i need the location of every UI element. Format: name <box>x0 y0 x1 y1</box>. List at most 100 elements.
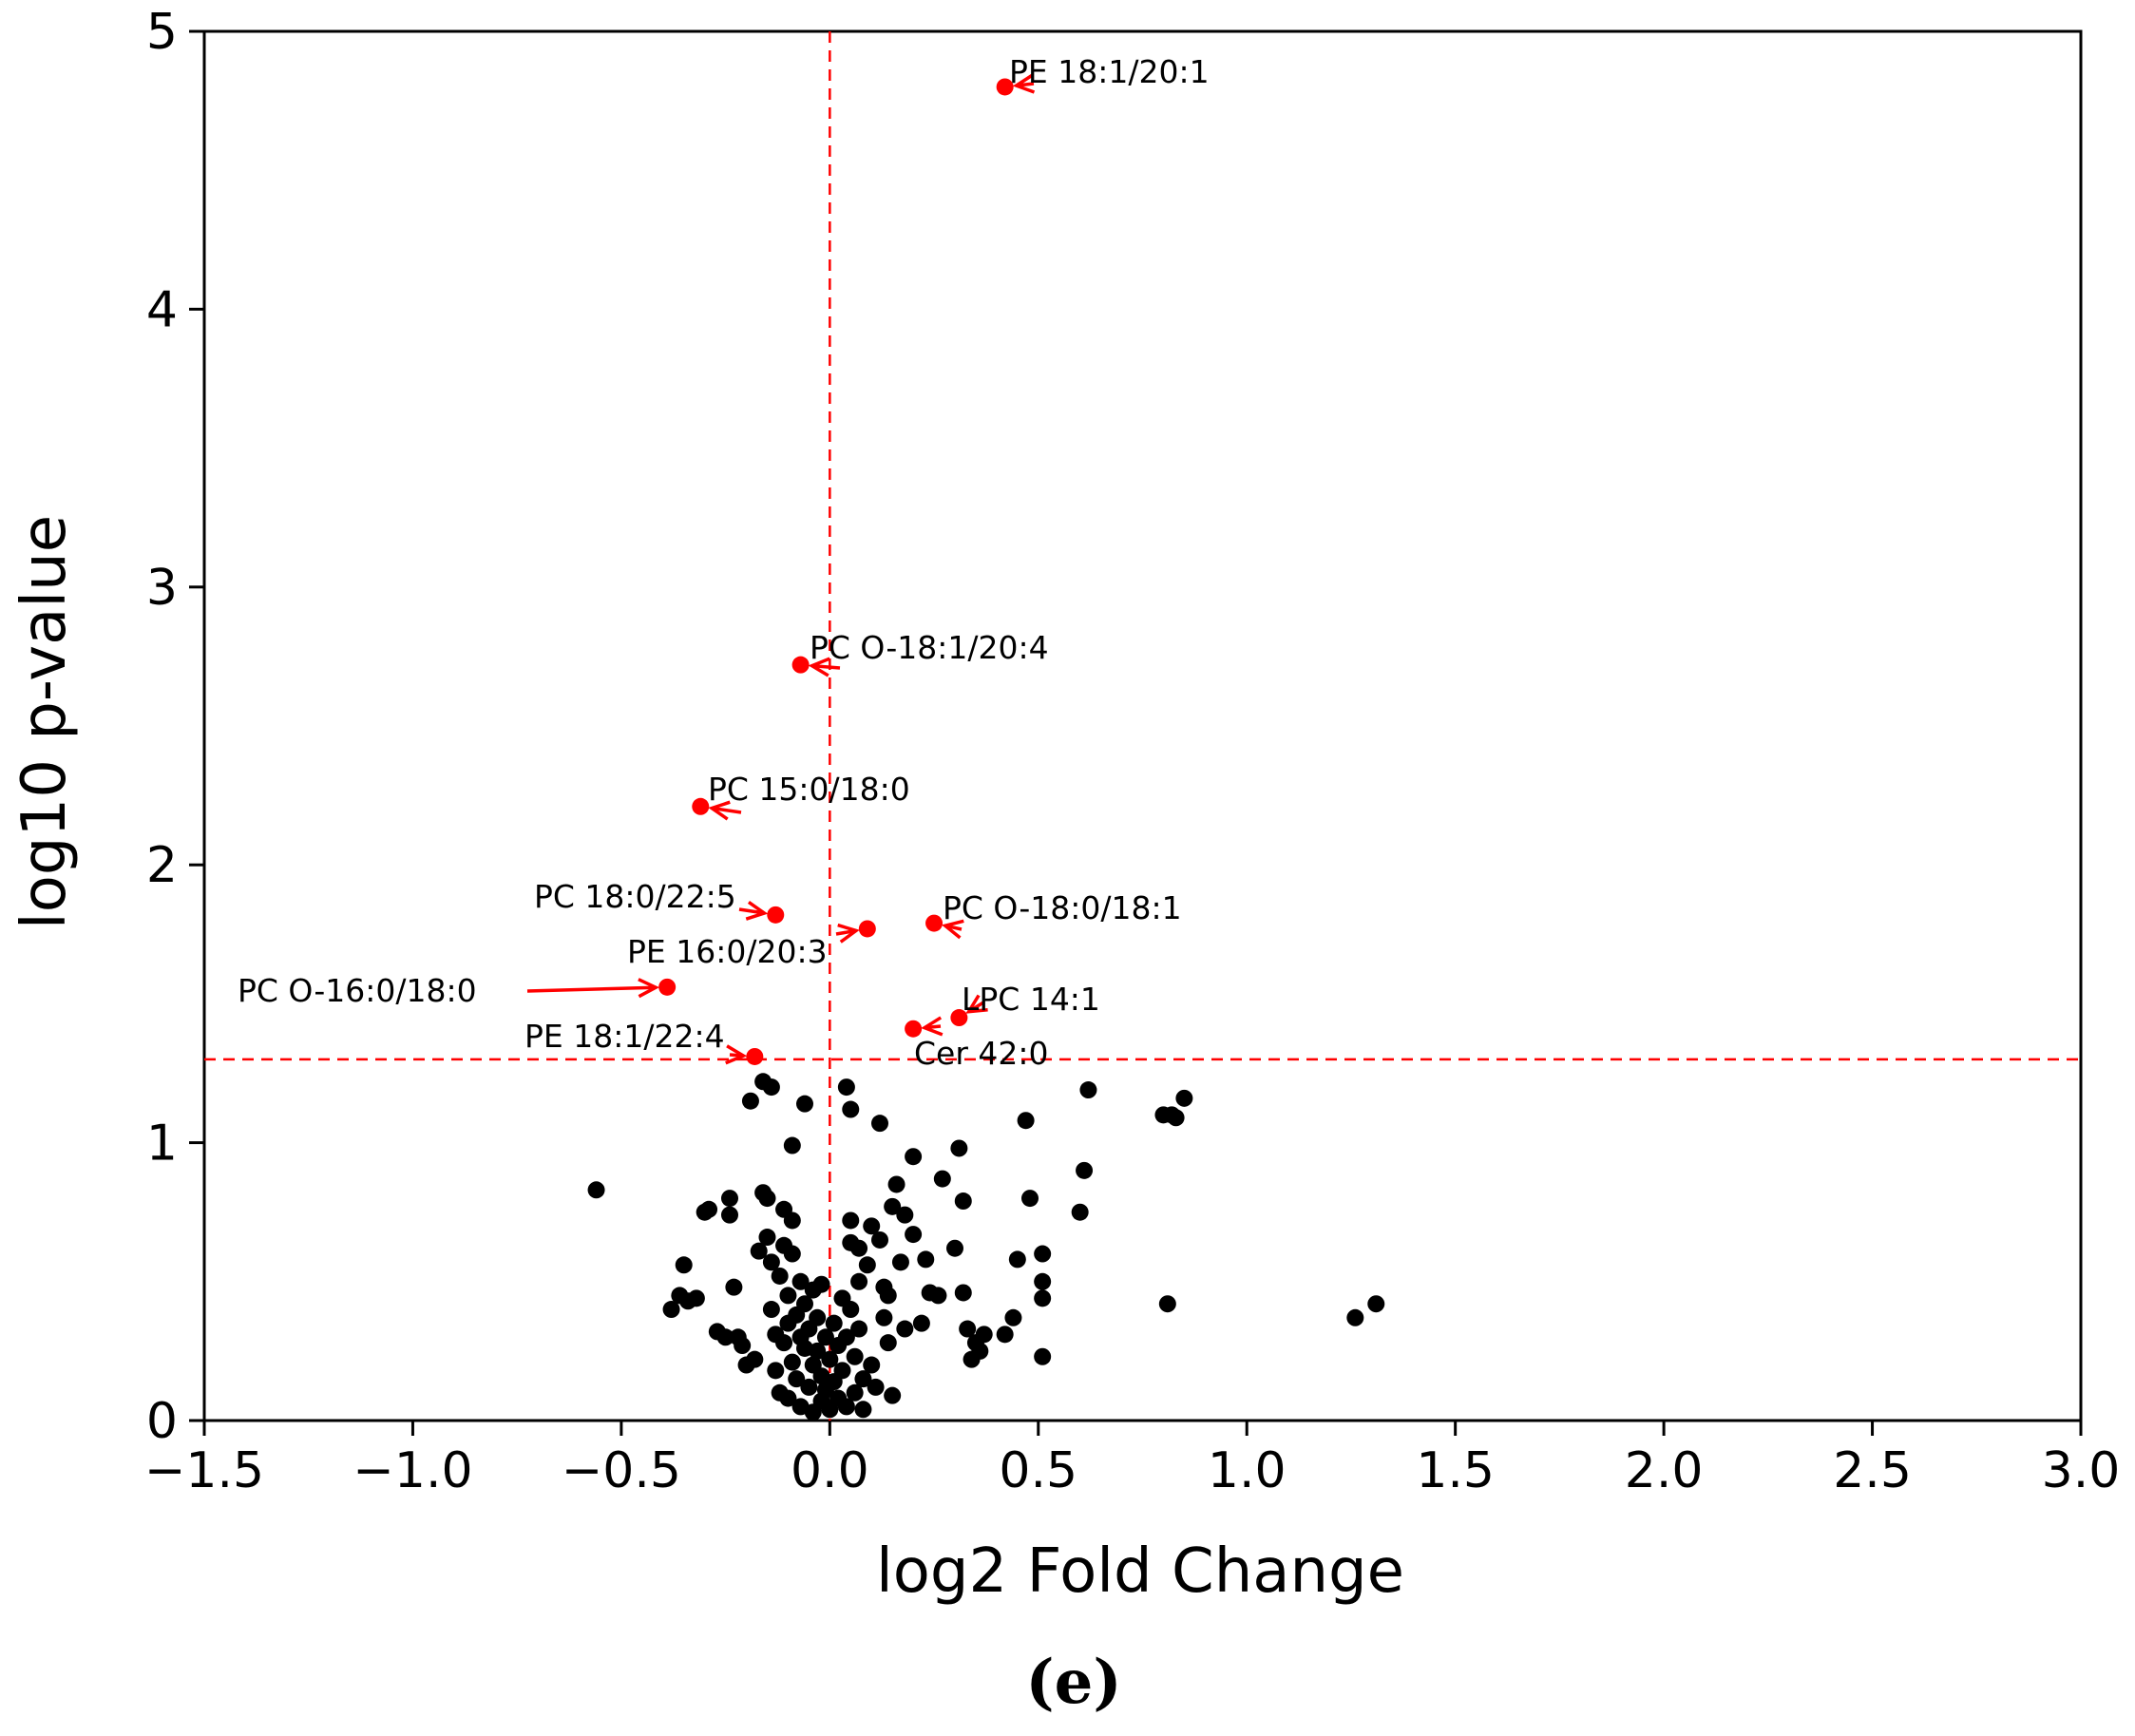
data-point <box>716 1328 734 1346</box>
data-point <box>842 1301 860 1319</box>
significant-point <box>996 78 1014 96</box>
y-tick-label: 2 <box>146 837 178 894</box>
significant-point <box>692 797 710 815</box>
data-point <box>954 1284 972 1302</box>
data-point <box>809 1342 827 1360</box>
x-tick-label: 0.5 <box>999 1442 1077 1499</box>
panel-label: (e) <box>1025 1647 1121 1718</box>
data-point <box>1167 1109 1185 1127</box>
annotation-label: PC 15:0/18:0 <box>708 771 910 808</box>
x-tick-label: 0.0 <box>791 1442 869 1499</box>
data-point <box>833 1362 851 1380</box>
annotation-arrow <box>811 663 841 670</box>
annotation-label: PC O-18:1/20:4 <box>810 629 1049 666</box>
significant-point <box>905 1020 923 1038</box>
annotation-label: Cer 42:0 <box>914 1035 1049 1072</box>
y-tick-label: 5 <box>146 4 178 61</box>
data-point <box>858 1256 876 1274</box>
data-point <box>1175 1089 1193 1107</box>
data-point <box>1076 1161 1094 1179</box>
data-point <box>796 1295 813 1313</box>
data-point <box>762 1301 780 1319</box>
data-point <box>734 1337 752 1355</box>
data-point <box>762 1078 780 1097</box>
data-point <box>1367 1295 1385 1313</box>
annotation-label: PC O-18:0/18:1 <box>943 889 1182 926</box>
data-point <box>746 1350 764 1368</box>
data-point <box>850 1320 868 1338</box>
annotation-arrow <box>738 907 765 915</box>
data-point <box>809 1308 827 1326</box>
plot-frame <box>202 29 2083 1422</box>
data-point <box>950 1139 968 1157</box>
annotation-arrowhead <box>1012 73 1036 94</box>
data-point <box>796 1095 813 1113</box>
x-tick-label: −1.0 <box>353 1442 472 1499</box>
x-tick-label: 1.5 <box>1416 1442 1495 1499</box>
data-point <box>587 1181 605 1199</box>
significant-point <box>746 1047 764 1065</box>
data-point <box>675 1256 693 1274</box>
data-point <box>863 1356 881 1374</box>
data-point <box>800 1378 818 1396</box>
data-point <box>871 1115 888 1133</box>
data-point <box>791 1272 810 1290</box>
data-point <box>812 1275 830 1293</box>
data-point <box>891 1253 909 1271</box>
y-axis-title: log10 p-value <box>10 515 80 929</box>
data-point <box>825 1314 843 1332</box>
data-point <box>884 1386 902 1404</box>
data-point <box>867 1378 885 1396</box>
data-point <box>846 1347 864 1365</box>
data-point <box>771 1267 789 1285</box>
data-point <box>879 1287 897 1305</box>
data-point <box>905 1148 923 1166</box>
data-point <box>884 1197 902 1215</box>
data-point <box>721 1190 738 1208</box>
annotation-label: PE 18:1/22:4 <box>524 1018 725 1055</box>
data-point <box>687 1289 705 1307</box>
x-tick-label: 3.0 <box>2042 1442 2121 1499</box>
data-point <box>837 1078 855 1097</box>
annotation-arrowhead <box>921 1016 944 1037</box>
data-point <box>946 1239 963 1257</box>
x-axis-title: log2 Fold Change <box>876 1536 1404 1607</box>
data-point <box>896 1206 914 1224</box>
data-point <box>1017 1112 1035 1130</box>
y-tick-label: 0 <box>146 1393 178 1450</box>
significant-point <box>658 978 677 996</box>
annotation-arrowhead <box>745 900 769 921</box>
data-point <box>933 1170 951 1188</box>
data-point <box>896 1320 914 1338</box>
data-point <box>1034 1347 1052 1365</box>
data-point <box>700 1200 718 1218</box>
data-point <box>846 1383 864 1402</box>
data-point <box>1071 1203 1089 1221</box>
data-point <box>905 1226 923 1244</box>
data-point <box>887 1175 905 1193</box>
annotation-label: PE 16:0/20:3 <box>627 933 828 970</box>
data-point <box>996 1326 1014 1344</box>
data-point <box>863 1217 881 1235</box>
data-point <box>1008 1250 1026 1269</box>
data-point <box>721 1206 738 1224</box>
annotation-label: PC O-16:0/18:0 <box>238 972 477 1009</box>
annotation-arrowhead <box>808 657 830 677</box>
data-point <box>783 1245 801 1263</box>
annotation-label: PC 18:0/22:5 <box>534 878 736 915</box>
data-point <box>837 1398 855 1416</box>
data-point <box>854 1401 872 1419</box>
significant-point <box>767 906 785 924</box>
annotation-label: PE 18:1/20:1 <box>1009 53 1210 90</box>
data-point <box>779 1287 797 1305</box>
data-point <box>762 1253 780 1271</box>
x-tick-label: 1.0 <box>1208 1442 1287 1499</box>
data-point <box>783 1353 801 1371</box>
data-point <box>1021 1190 1039 1208</box>
significant-point <box>858 920 876 938</box>
data-point <box>1004 1308 1022 1326</box>
data-point <box>741 1092 759 1110</box>
x-tick-label: 2.0 <box>1625 1442 1704 1499</box>
data-point <box>871 1230 888 1249</box>
